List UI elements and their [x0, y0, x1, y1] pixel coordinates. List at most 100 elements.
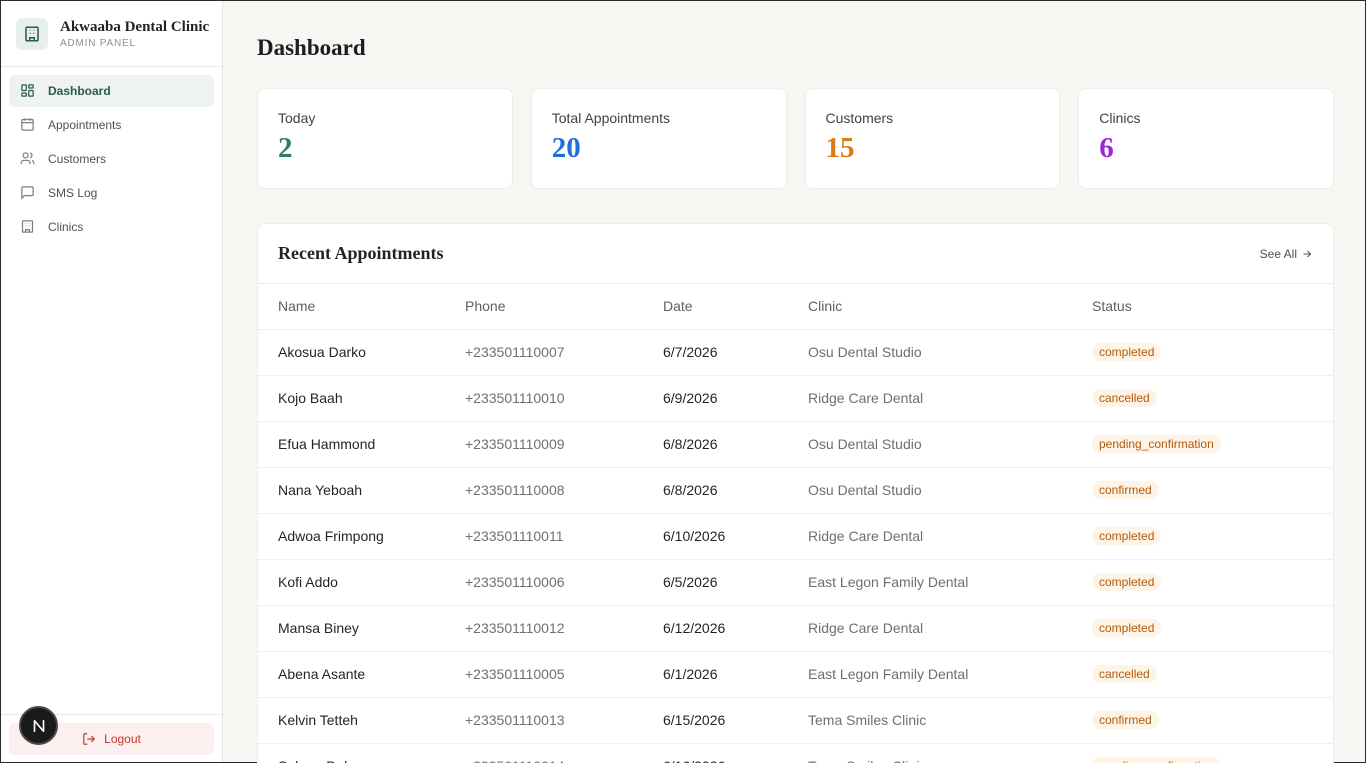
sidebar-item-customers[interactable]: Customers: [9, 143, 214, 175]
status-badge: completed: [1092, 527, 1162, 545]
message-icon: [20, 185, 36, 201]
sidebar-item-clinics[interactable]: Clinics: [9, 211, 214, 243]
cell-phone: +233501110009: [465, 421, 663, 468]
cell-status: completed: [1092, 513, 1333, 560]
cell-clinic: Ridge Care Dental: [808, 605, 1092, 652]
cell-date: 6/15/2026: [663, 697, 808, 744]
stat-label: Customers: [825, 110, 894, 126]
stat-label: Today: [278, 110, 316, 126]
table-row[interactable]: Adwoa Frimpong +233501110011 6/10/2026 R…: [258, 513, 1333, 560]
cell-status: confirmed: [1092, 467, 1333, 514]
cell-date: 6/7/2026: [663, 329, 808, 376]
column-header-clinic: Clinic: [808, 284, 1092, 330]
cell-name: Kofi Addo: [258, 559, 465, 606]
sidebar-item-label: Dashboard: [48, 84, 111, 98]
dev-tools-badge[interactable]: [19, 706, 58, 745]
status-badge: completed: [1092, 573, 1162, 591]
table-row[interactable]: Akosua Darko +233501110007 6/7/2026 Osu …: [258, 329, 1333, 376]
cell-phone: +233501110005: [465, 651, 663, 698]
column-header-status: Status: [1092, 284, 1333, 330]
table-row[interactable]: Abena Asante +233501110005 6/1/2026 East…: [258, 651, 1333, 698]
table-header-row: Name Phone Date Clinic Status: [258, 284, 1333, 330]
table-row[interactable]: Kofi Addo +233501110006 6/5/2026 East Le…: [258, 559, 1333, 606]
see-all-label: See All: [1259, 246, 1297, 261]
status-badge: confirmed: [1092, 481, 1159, 499]
cell-name: Selorm Dake: [258, 743, 465, 763]
cell-name: Nana Yeboah: [258, 467, 465, 514]
arrow-right-icon: [1301, 248, 1313, 260]
stat-card-clinics: Clinics 6: [1078, 88, 1334, 189]
cell-phone: +233501110007: [465, 329, 663, 376]
cell-date: 6/10/2026: [663, 513, 808, 560]
table-row[interactable]: Mansa Biney +233501110012 6/12/2026 Ridg…: [258, 605, 1333, 652]
cell-name: Akosua Darko: [258, 329, 465, 376]
cell-name: Kojo Baah: [258, 375, 465, 422]
stat-label: Total Appointments: [551, 110, 671, 126]
cell-clinic: East Legon Family Dental: [808, 559, 1092, 606]
sidebar-item-dashboard[interactable]: Dashboard: [9, 75, 214, 107]
cell-status: confirmed: [1092, 697, 1333, 744]
cell-date: 6/12/2026: [663, 605, 808, 652]
cell-phone: +233501110008: [465, 467, 663, 514]
cell-clinic: Ridge Care Dental: [808, 513, 1092, 560]
page-title: Dashboard: [257, 35, 366, 60]
cell-phone: +233501110014: [465, 743, 663, 763]
status-badge: pending_confirmation: [1092, 435, 1221, 453]
sidebar: Akwaaba Dental Clinic ADMIN PANEL Dashbo…: [1, 1, 223, 762]
cell-phone: +233501110012: [465, 605, 663, 652]
column-header-date: Date: [663, 284, 808, 330]
sidebar-item-label: Appointments: [48, 118, 122, 132]
sidebar-item-sms-log[interactable]: SMS Log: [9, 177, 214, 209]
cell-status: pending_confirmation: [1092, 421, 1333, 468]
table-row[interactable]: Kelvin Tetteh +233501110013 6/15/2026 Te…: [258, 697, 1333, 744]
stat-label: Clinics: [1099, 110, 1141, 126]
cell-clinic: Tema Smiles Clinic: [808, 743, 1092, 763]
column-header-phone: Phone: [465, 284, 663, 330]
table-row[interactable]: Nana Yeboah +233501110008 6/8/2026 Osu D…: [258, 467, 1333, 514]
calendar-icon: [20, 117, 36, 133]
cell-phone: +233501110010: [465, 375, 663, 422]
see-all-link[interactable]: See All: [1260, 247, 1313, 261]
cell-status: cancelled: [1092, 651, 1333, 698]
brand-name: Akwaaba Dental Clinic: [60, 18, 210, 35]
cell-phone: +233501110013: [465, 697, 663, 744]
cell-name: Mansa Biney: [258, 605, 465, 652]
stats-row: Today 2 Total Appointments 20 Customers …: [257, 88, 1334, 189]
cell-name: Efua Hammond: [258, 421, 465, 468]
sidebar-nav: Dashboard Appointments Customers SMS Log…: [1, 67, 222, 253]
card-header: Recent Appointments See All: [258, 224, 1333, 284]
cell-clinic: Osu Dental Studio: [808, 329, 1092, 376]
users-icon: [20, 151, 36, 167]
stat-value: 6: [1099, 132, 1114, 164]
clinic-building-icon: [16, 17, 48, 50]
logout-label: Logout: [104, 732, 141, 746]
recent-appointments-card: Recent Appointments See All Name Phone D…: [257, 223, 1334, 763]
sidebar-item-appointments[interactable]: Appointments: [9, 109, 214, 141]
cell-clinic: Ridge Care Dental: [808, 375, 1092, 422]
status-badge: pending_confirmation: [1092, 757, 1221, 763]
table-row[interactable]: Kojo Baah +233501110010 6/9/2026 Ridge C…: [258, 375, 1333, 422]
cell-date: 6/1/2026: [663, 651, 808, 698]
status-badge: cancelled: [1092, 389, 1157, 407]
cell-status: completed: [1092, 605, 1333, 652]
stat-value: 2: [278, 132, 293, 164]
stat-card-today: Today 2: [257, 88, 513, 189]
table-row[interactable]: Selorm Dake +233501110014 6/16/2026 Tema…: [258, 743, 1333, 763]
cell-phone: +233501110006: [465, 559, 663, 606]
brand-subtitle: ADMIN PANEL: [60, 37, 136, 49]
status-badge: confirmed: [1092, 711, 1159, 729]
cell-clinic: East Legon Family Dental: [808, 651, 1092, 698]
brand-header: Akwaaba Dental Clinic ADMIN PANEL: [1, 1, 222, 67]
cell-clinic: Tema Smiles Clinic: [808, 697, 1092, 744]
table-row[interactable]: Efua Hammond +233501110009 6/8/2026 Osu …: [258, 421, 1333, 468]
appointments-table: Name Phone Date Clinic Status Akosua Dar…: [258, 284, 1333, 763]
status-badge: completed: [1092, 619, 1162, 637]
status-badge: completed: [1092, 343, 1162, 361]
cell-name: Kelvin Tetteh: [258, 697, 465, 744]
cell-date: 6/8/2026: [663, 467, 808, 514]
card-title: Recent Appointments: [278, 243, 444, 263]
cell-date: 6/9/2026: [663, 375, 808, 422]
column-header-name: Name: [258, 284, 465, 330]
cell-status: completed: [1092, 559, 1333, 606]
stat-card-total-appointments: Total Appointments 20: [530, 88, 787, 189]
